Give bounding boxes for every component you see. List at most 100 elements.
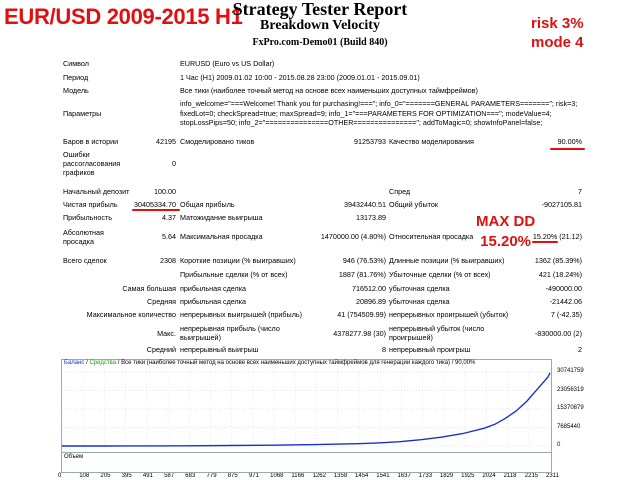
max-loss-label-2: проигрышей) xyxy=(389,333,433,342)
x-tick-label: 2215 xyxy=(524,473,539,479)
rel-dd-label: Относительная просадка xyxy=(389,232,474,241)
overlay-mode: mode 4 xyxy=(531,34,584,51)
avg-profit-label: прибыльная сделка xyxy=(180,297,247,306)
profit-factor-label: Прибыльность xyxy=(63,213,112,222)
x-tick-label: 1541 xyxy=(376,473,390,479)
symbol-value: EURUSD (Euro vs US Dollar) xyxy=(180,59,275,68)
x-tick-label: 395 xyxy=(121,473,132,479)
period-label: Период xyxy=(63,73,89,82)
average-label: Средняя xyxy=(147,297,176,306)
overlay-risk: risk 3% xyxy=(531,15,584,32)
legend-equity: Средства xyxy=(89,360,117,366)
net-profit-label: Чистая прибыль xyxy=(63,200,118,209)
x-tick-label: 1166 xyxy=(291,473,305,479)
x-tick-label: 971 xyxy=(248,473,259,479)
deposit-label: Начальный депозит xyxy=(63,187,130,196)
gross-loss-value: -9027105.81 xyxy=(541,200,582,209)
long-positions-value: 1362 (85.39%) xyxy=(534,256,582,265)
errors-label-1: Ошибки xyxy=(63,150,90,159)
gross-profit-value: 39432440.51 xyxy=(344,200,386,209)
largest-profit-label: прибыльная сделка xyxy=(180,284,247,293)
max-count-label: Максимальное количество xyxy=(86,310,176,319)
overlay-title: EUR/USD 2009-2015 H1 xyxy=(4,4,243,29)
legend-balance: Баланс xyxy=(64,360,85,366)
spread-label: Спред xyxy=(389,187,411,196)
model-label: Модель xyxy=(63,86,89,95)
avg-cons-wins-label: непрерывный выигрыш xyxy=(180,345,259,354)
avg-loss-value: -21442.06 xyxy=(549,297,582,306)
avg-profit-value: 20896.89 xyxy=(356,297,386,306)
legend-model: Все тики (наиболее точный метод на основ… xyxy=(121,360,476,366)
x-tick-label: 2311 xyxy=(546,473,559,479)
params-label: Параметры xyxy=(63,109,102,118)
x-tick-label: 1262 xyxy=(312,473,326,479)
expected-payoff-value: 13173.89 xyxy=(356,213,386,222)
avg-cons-losses-label: непрерывный проигрыш xyxy=(389,345,471,354)
loss-trades-label: Убыточные сделки (% от всех) xyxy=(389,270,491,279)
avg-cons-wins-value: 8 xyxy=(382,345,386,354)
spread-value: 7 xyxy=(578,187,582,196)
report-subtitle: Breakdown Velocity xyxy=(260,18,380,33)
x-tick-label: 1829 xyxy=(439,473,454,479)
overlay-max-dd-label: MAX DD xyxy=(476,213,536,230)
loss-trades-value: 421 (18.24%) xyxy=(538,270,582,279)
x-tick-label: 683 xyxy=(185,473,196,479)
abs-dd-value: 5.64 xyxy=(162,232,176,241)
cons-losses-label: непрерывных проигрышей (убыток) xyxy=(389,310,509,319)
report-title: Strategy Tester Report xyxy=(232,0,408,19)
max-label: Макс. xyxy=(157,329,176,338)
x-tick-label: 1637 xyxy=(397,473,411,479)
errors-label-2: рассогласования xyxy=(63,159,121,168)
max-dd-label: Максимальная просадка xyxy=(180,232,263,241)
report-build: FxPro.com-Demo01 (Build 840) xyxy=(252,37,388,48)
overlay-max-dd: MAX DD 15.20% xyxy=(476,212,535,252)
abs-dd-label-1: Абсолютная xyxy=(63,228,104,237)
max-profit-label-1: непрерывная прибыль (число xyxy=(180,324,280,333)
net-profit-value: 30405334.70 xyxy=(134,200,176,209)
rel-dd-value: 15.20% (21.12) xyxy=(532,232,582,241)
largest-profit-value: 716512.00 xyxy=(352,284,386,293)
x-tick-label: 875 xyxy=(227,473,238,479)
model-value: Все тики (наиболее точный метод на основ… xyxy=(180,86,478,95)
params-value: info_welcome="===Welcome! Thank you for … xyxy=(180,99,578,128)
profit-trades-label: Прибыльные сделки (% от всех) xyxy=(180,270,288,279)
quality-label: Качество моделирования xyxy=(389,137,474,146)
short-positions-label: Короткие позиции (% выигравших) xyxy=(180,256,296,265)
total-trades-value: 2308 xyxy=(160,256,176,265)
x-tick-label: 491 xyxy=(142,473,153,479)
ticks-label: Смоделировано тиков xyxy=(180,137,255,146)
max-loss-value: -830000.00 (2) xyxy=(534,329,582,338)
bars-label: Баров в истории xyxy=(63,137,119,146)
max-profit-value: 4378277.98 (30) xyxy=(333,329,386,338)
balance-chart xyxy=(61,359,552,454)
cons-wins-value: 41 (754509.99) xyxy=(337,310,386,319)
max-dd-value: 1470000.00 (4.80%) xyxy=(320,232,386,241)
rel-dd-underline xyxy=(532,241,558,243)
x-tick-label: 779 xyxy=(206,473,217,479)
symbol-label: Символ xyxy=(63,59,89,68)
x-tick-label: 1358 xyxy=(333,473,348,479)
avg-cons-losses-value: 2 xyxy=(578,345,582,354)
abs-dd-label-2: просадка xyxy=(63,237,94,246)
short-positions-value: 946 (76.53%) xyxy=(342,256,386,265)
gross-profit-label: Общая прибыль xyxy=(180,200,235,209)
period-value: 1 Час (H1) 2009.01.02 10:00 - 2015.08.28… xyxy=(180,73,420,82)
expected-payoff-label: Матожидание выигрыша xyxy=(180,213,263,222)
deposit-value: 100.00 xyxy=(154,187,176,196)
ticks-value: 91253793 xyxy=(354,137,386,146)
y-tick-label: 0 xyxy=(557,442,561,448)
profit-trades-value: 1887 (81.76%) xyxy=(338,270,386,279)
x-tick-label: 108 xyxy=(79,473,90,479)
x-tick-label: 2118 xyxy=(503,473,517,479)
x-tick-label: 1454 xyxy=(355,473,369,479)
errors-label-3: графиков xyxy=(63,168,95,177)
gross-loss-label: Общий убыток xyxy=(389,200,438,209)
avg-cons-label: Средний xyxy=(146,345,176,354)
y-tick-label: 30741759 xyxy=(557,368,584,374)
largest-loss-label: убыточная сделка xyxy=(389,284,450,293)
overlay-max-dd-value: 15.20% xyxy=(480,233,532,250)
cons-losses-value: 7 (-42.35) xyxy=(550,310,582,319)
volume-label: Объем xyxy=(64,454,84,460)
cons-wins-label: непрерывных выигрышей (прибыль) xyxy=(180,310,303,319)
chart-legend: Баланс / Средства / Все тики (наиболее т… xyxy=(64,360,476,366)
